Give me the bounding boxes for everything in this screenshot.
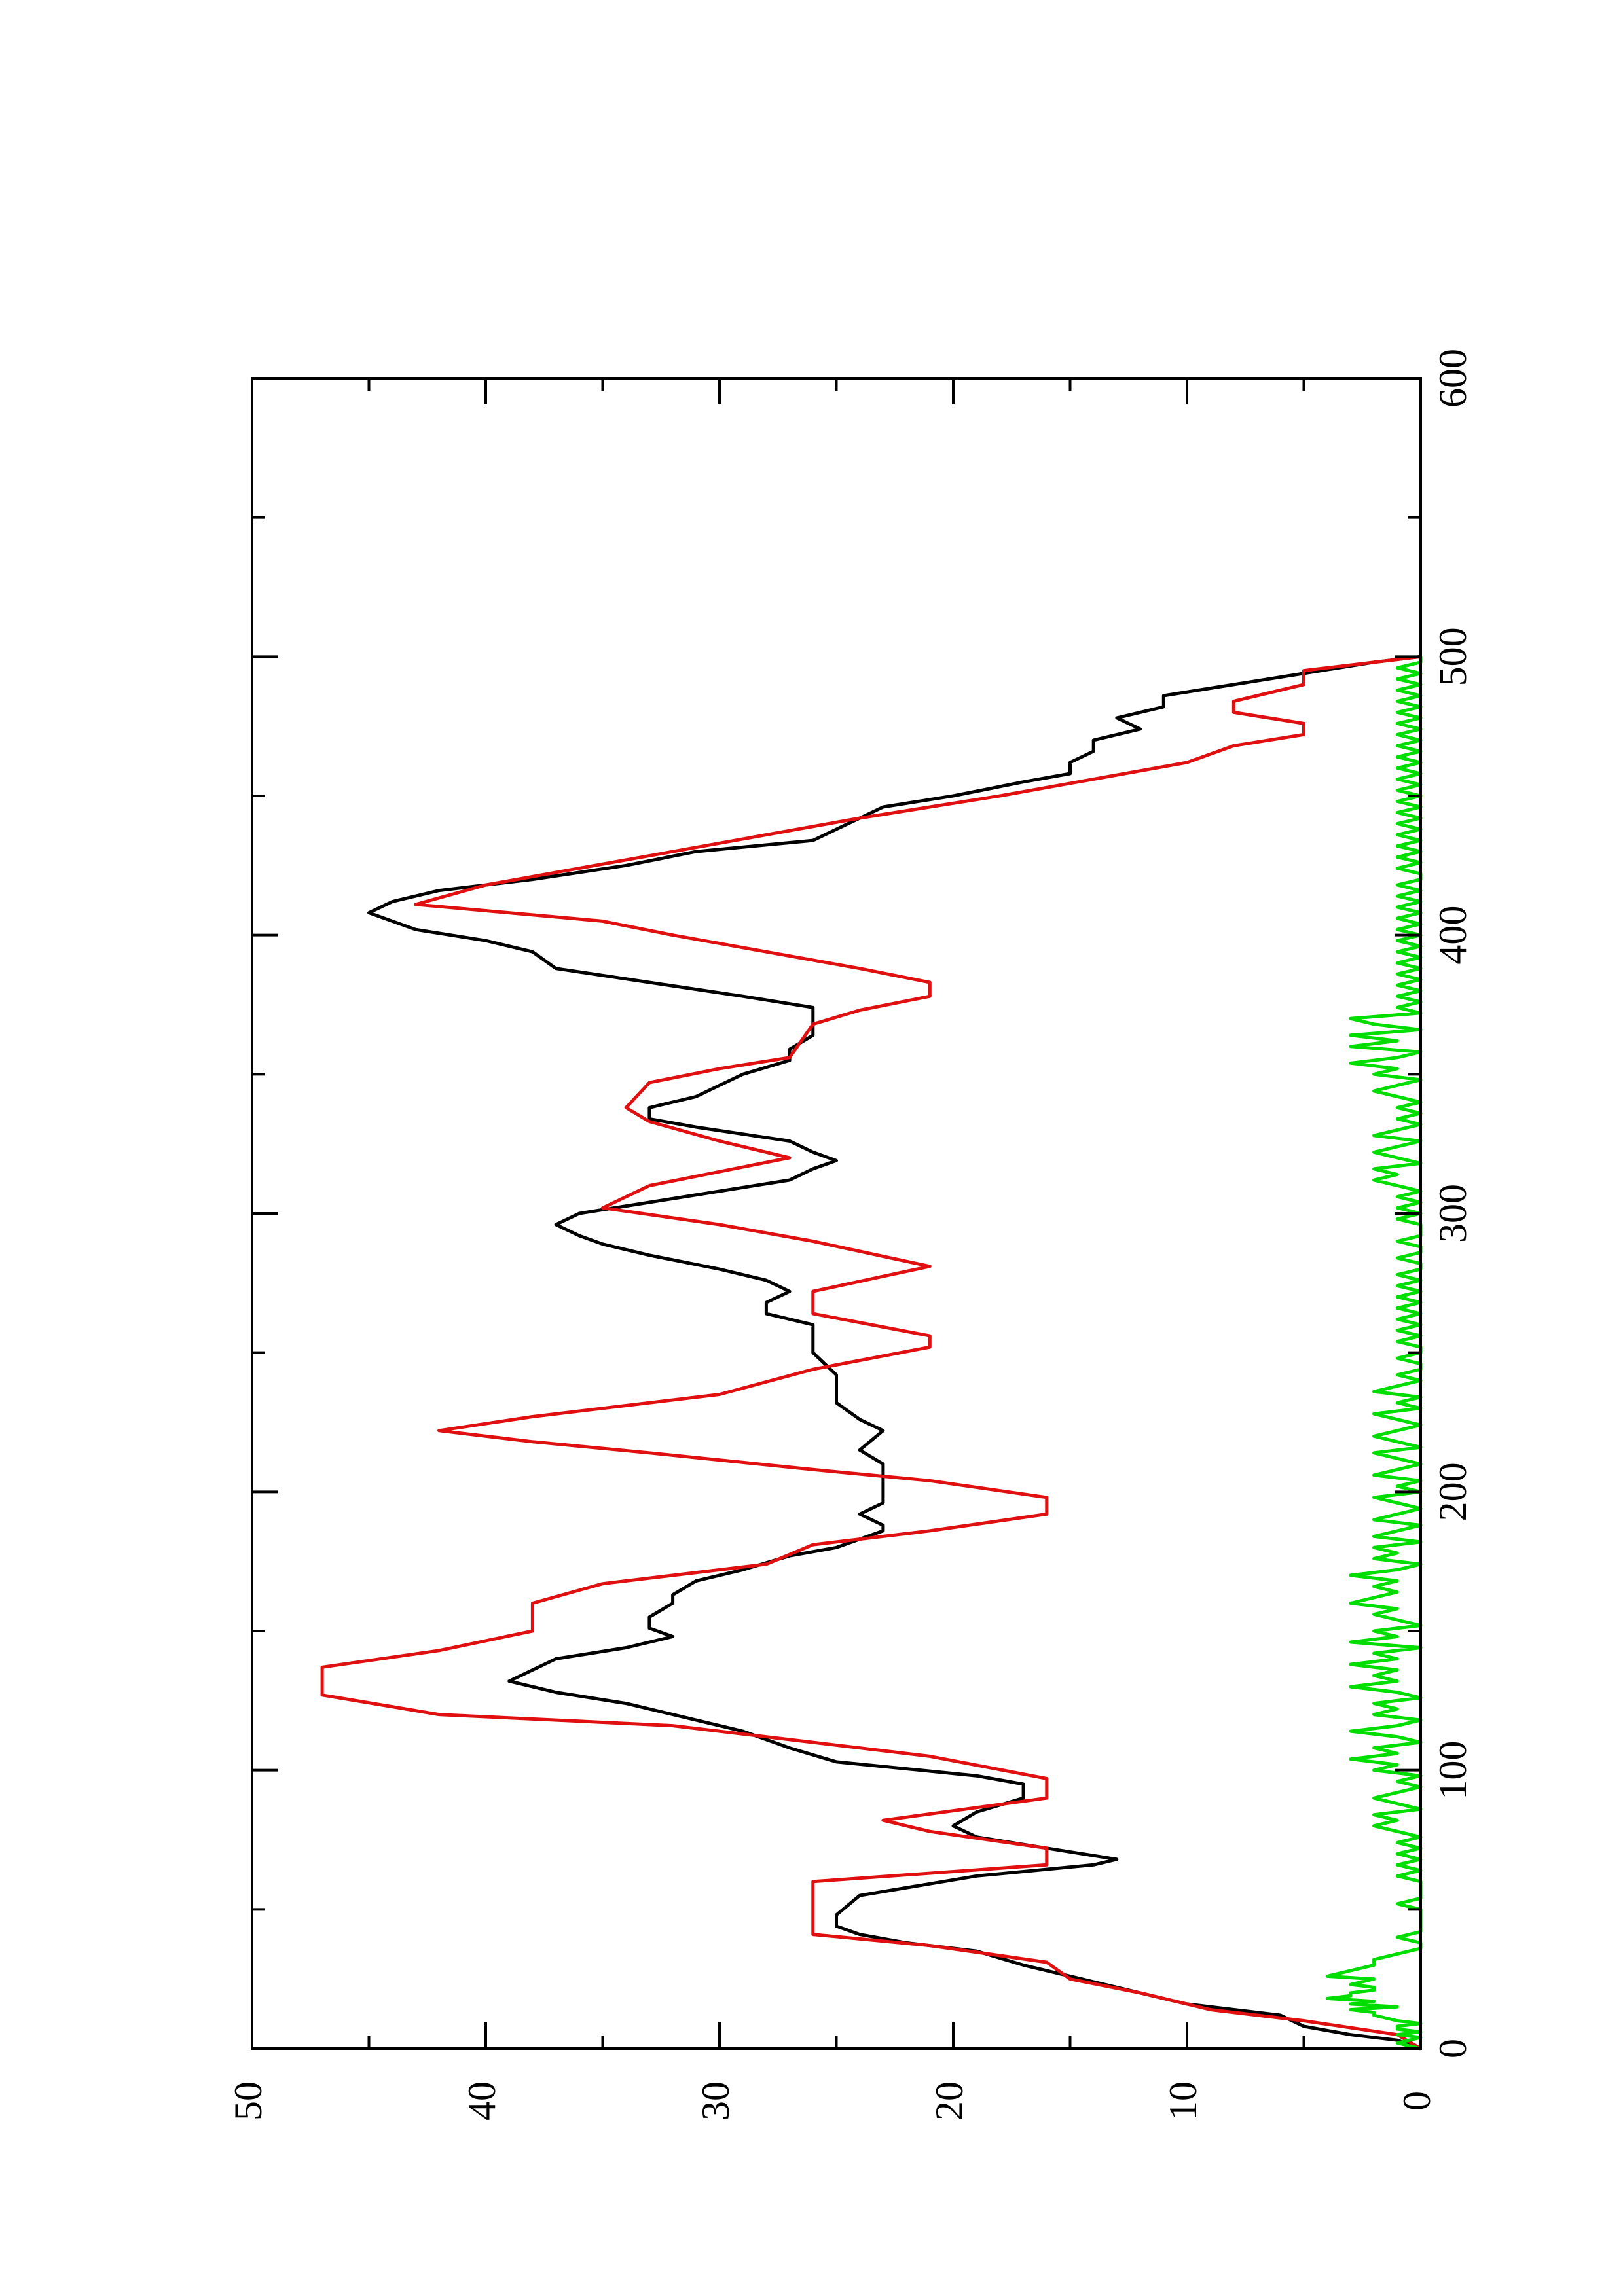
x-tick-label: 200 bbox=[1431, 1462, 1474, 1521]
plot-frame bbox=[251, 377, 1422, 2050]
y-tick-label: 20 bbox=[928, 2081, 971, 2121]
x-tick-label: 500 bbox=[1431, 627, 1474, 686]
x-tick-label: 100 bbox=[1431, 1741, 1474, 1800]
x-tick-label: 600 bbox=[1431, 349, 1474, 408]
tick-labels: 0 100 200 300 400 500 600 0 10 20 30 40 50 bbox=[227, 349, 1474, 2121]
x-tick-label: 0 bbox=[1431, 2039, 1474, 2058]
series-line-2 bbox=[320, 655, 1422, 2051]
y-tick-label: 0 bbox=[1395, 2091, 1438, 2111]
x-tick-label: 400 bbox=[1431, 906, 1474, 965]
series-line-3 bbox=[1325, 656, 1423, 2051]
series-layer bbox=[320, 655, 1423, 2051]
x-tick-label: 300 bbox=[1431, 1184, 1474, 1243]
y-tick-label: 10 bbox=[1161, 2081, 1205, 2121]
y-tick-label: 30 bbox=[694, 2081, 737, 2121]
y-tick-label: 40 bbox=[460, 2081, 503, 2121]
series-line-1 bbox=[367, 655, 1421, 2051]
y-tick-label: 50 bbox=[227, 2081, 270, 2121]
